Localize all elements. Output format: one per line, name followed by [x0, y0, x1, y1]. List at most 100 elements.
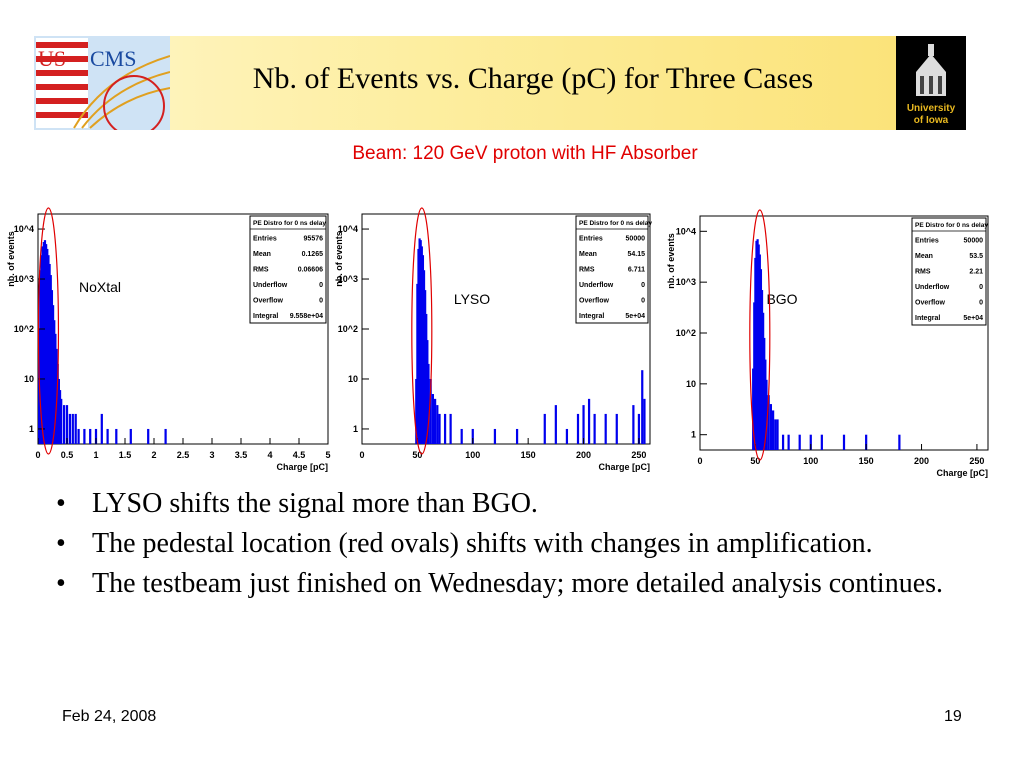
histogram-bar: [53, 320, 56, 444]
pedestal-oval: [749, 209, 771, 461]
histogram-bar: [554, 405, 557, 444]
y-tick-label: 10^3: [676, 277, 696, 287]
slide-subtitle: Beam: 120 GeV proton with HF Absorber: [352, 143, 698, 164]
histogram-bar: [58, 390, 62, 444]
x-tick-label: 0: [697, 456, 702, 466]
histogram-bar: [471, 428, 474, 444]
y-tick-label: 10^3: [14, 274, 34, 284]
histogram-bar: [434, 398, 437, 444]
stats-key: Overflow: [253, 298, 284, 305]
stats-value: 54.15: [627, 251, 645, 258]
histogram-bar: [756, 239, 759, 450]
histogram-bar: [632, 405, 635, 444]
x-axis-label: Charge [pC]: [937, 468, 989, 478]
stats-value: 0: [979, 284, 983, 291]
histogram-bar: [781, 434, 785, 450]
histogram-bar: [587, 398, 591, 444]
histogram-bar: [776, 419, 779, 450]
y-axis-label: nb. of events: [6, 231, 16, 287]
stats-box: [249, 215, 327, 324]
histogram-bar: [449, 413, 452, 444]
histogram-bar: [74, 413, 77, 444]
histogram-bar: [56, 363, 59, 444]
histogram-bar: [42, 242, 45, 444]
stats-key: Entries: [253, 236, 277, 243]
histogram-bar: [438, 413, 441, 444]
stats-key: Integral: [579, 313, 604, 320]
histogram-bar: [65, 405, 69, 444]
histogram-bar: [62, 405, 66, 444]
histogram-bar: [565, 428, 569, 444]
histogram-bar: [94, 428, 98, 444]
stats-title: PE Distro for 0 ns delay: [915, 222, 988, 229]
histogram-bar: [759, 269, 763, 450]
histogram-bar: [50, 290, 54, 444]
histogram-bar: [419, 240, 422, 444]
stats-key: Overflow: [579, 298, 610, 305]
stats-value: 0: [641, 282, 645, 289]
x-axis-label: Charge [pC]: [277, 462, 329, 472]
y-axis-label: nb. of events: [666, 233, 676, 289]
chart-noxtal: 0 0.5 1 1.5 2 2.5 3 3.5 4 4.5 5 1 10 10^2 10^3 10^4 Char…: [4, 200, 334, 475]
histogram-bar: [71, 413, 74, 444]
histogram-bar: [762, 312, 765, 450]
pedestal-oval: [411, 207, 433, 455]
bullet-dot: •: [56, 568, 66, 599]
stats-value: 0.06606: [298, 267, 323, 274]
x-tick-label: 200: [576, 450, 591, 460]
x-tick-label: 150: [521, 450, 536, 460]
histogram-bar: [543, 413, 546, 444]
bgo-histogram: 0 50 100 150 200 250 1 10 10^2 10^3 10^4 Charge [pC…: [666, 209, 989, 478]
bullet-dot: •: [56, 488, 66, 519]
stats-key: Mean: [915, 253, 933, 260]
histogram-bar: [60, 398, 63, 444]
stats-value: 50000: [964, 238, 984, 245]
histogram-bar: [47, 255, 50, 444]
y-tick-label: 10^3: [338, 274, 358, 284]
university-of-iowa-logo: University of Iowa: [896, 36, 966, 130]
stats-key: Mean: [253, 251, 271, 258]
y-axis-label: nb. of events: [334, 231, 344, 287]
svg-text:US: US: [38, 46, 66, 71]
x-tick-label: 1: [93, 450, 98, 460]
stats-value: 0: [979, 300, 983, 307]
y-tick-label: 10^2: [676, 328, 696, 338]
bullet-dot: •: [56, 528, 66, 559]
histogram-bar: [798, 434, 801, 450]
case-label: LYSO: [454, 291, 490, 307]
histogram-bar: [763, 337, 766, 450]
stats-value: 95576: [304, 236, 324, 243]
case-label: NoXtal: [79, 279, 121, 295]
y-tick-label: 10^4: [14, 224, 34, 234]
y-tick-label: 10: [24, 374, 34, 384]
stats-key: Entries: [579, 236, 603, 243]
histogram-bar: [39, 270, 42, 444]
histogram-bar: [515, 428, 519, 444]
footer-date: Feb 24, 2008: [62, 708, 157, 725]
histogram-bar: [443, 413, 447, 444]
histogram-bar: [89, 428, 92, 444]
histogram-bar: [100, 413, 103, 444]
stats-key: Underflow: [579, 282, 614, 289]
x-tick-label: 0.5: [61, 450, 74, 460]
page-number: 19: [944, 708, 962, 725]
histogram-bar: [809, 434, 812, 450]
x-tick-label: 150: [859, 456, 874, 466]
histogram-bar: [865, 434, 868, 450]
histogram-bar: [43, 240, 47, 444]
x-tick-label: 100: [803, 456, 818, 466]
stats-key: Underflow: [253, 282, 288, 289]
histogram-bar: [576, 413, 580, 444]
x-tick-label: 3.5: [235, 450, 248, 460]
histogram-bar: [760, 290, 764, 450]
histogram-bar: [436, 405, 439, 444]
histogram-bar: [643, 398, 646, 444]
histogram-bar: [51, 305, 55, 444]
histogram-bar: [40, 255, 43, 444]
bullet-item: • The testbeam just finished on Wednesday…: [48, 568, 948, 600]
histogram-bar: [415, 378, 418, 444]
stats-key: RMS: [253, 267, 269, 274]
y-tick-label: 10: [686, 379, 696, 389]
histogram-bar: [106, 428, 109, 444]
stats-value: 5e+04: [963, 315, 983, 322]
